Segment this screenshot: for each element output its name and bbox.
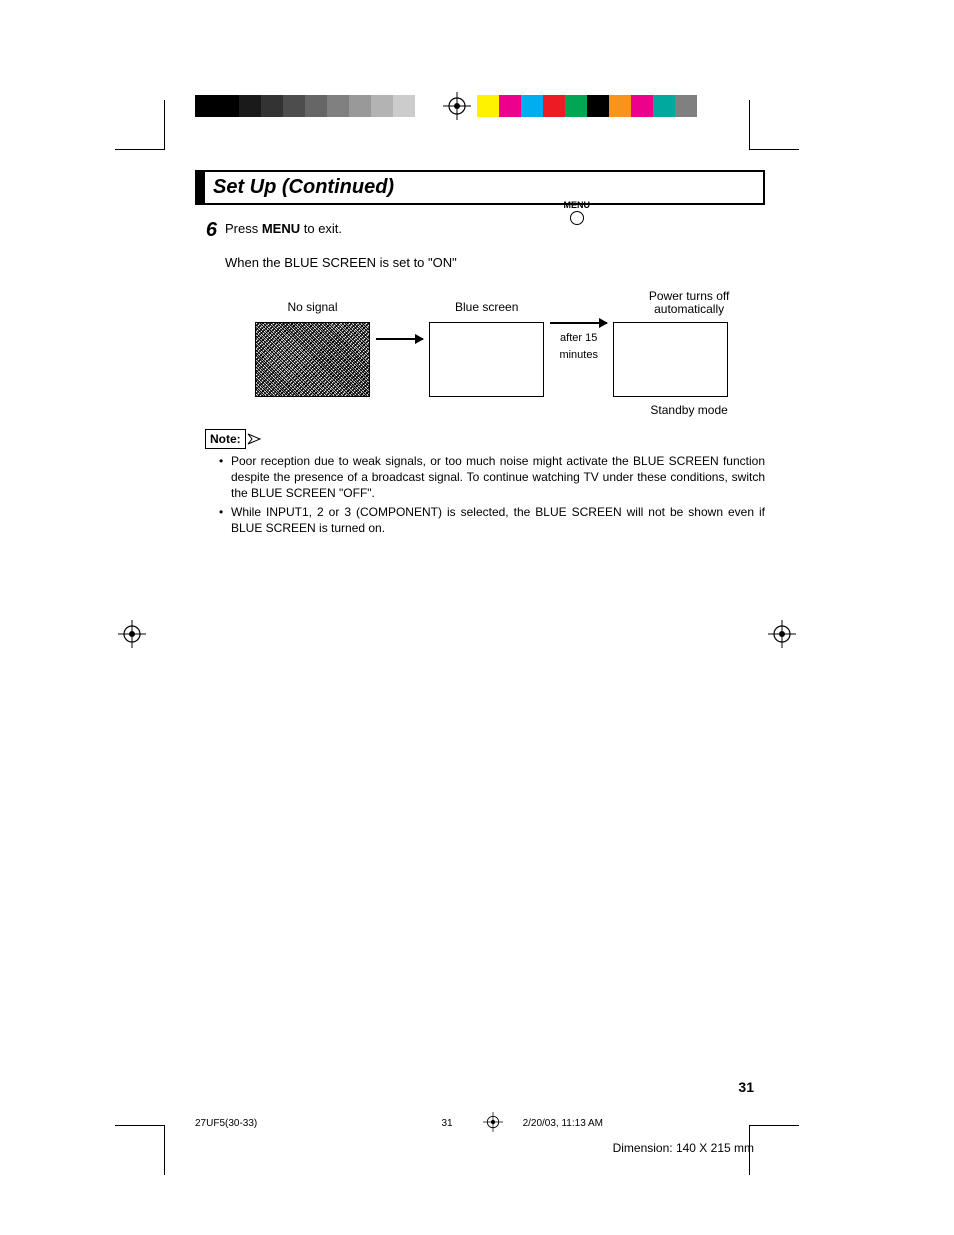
registration-mark-icon (118, 620, 146, 653)
standby-label: Standby mode (613, 401, 765, 419)
gray-swatch (393, 95, 415, 117)
gray-swatch (261, 95, 283, 117)
note-item: While INPUT1, 2 or 3 (COMPONENT) is sele… (219, 504, 765, 536)
notes-list: Poor reception due to weak signals, or t… (219, 453, 765, 536)
menu-button-illustration: MENU (564, 200, 591, 225)
color-swatch (565, 95, 587, 117)
step-line-2: When the BLUE SCREEN is set to "ON" (225, 253, 765, 273)
standby-screen-box (613, 322, 728, 397)
note-heading: Note: (205, 429, 765, 449)
menu-label: MENU (564, 200, 591, 210)
blue-screen-label: Blue screen (429, 288, 544, 316)
power-off-label: Power turns off automatically (613, 288, 765, 316)
gray-swatch (283, 95, 305, 117)
page-number: 31 (738, 1079, 754, 1095)
note-arrow-icon (246, 432, 262, 446)
gray-swatch (415, 95, 437, 117)
text: Press (225, 221, 262, 236)
arrow-2: after 15 minutes (544, 288, 613, 363)
color-swatch (609, 95, 631, 117)
registration-mark-icon (768, 620, 796, 653)
footer-timestamp: 2/20/03, 11:13 AM (523, 1118, 759, 1129)
print-color-bars (195, 95, 759, 117)
color-swatch (653, 95, 675, 117)
button-circle-icon (570, 211, 584, 225)
gray-swatch (217, 95, 239, 117)
step-line-1: Press MENU to exit. (225, 219, 765, 239)
blue-screen-box (429, 322, 544, 397)
color-swatch (477, 95, 499, 117)
after-15-label: after 15 minutes (544, 330, 613, 363)
color-swatch (521, 95, 543, 117)
page-content: Set Up (Continued) MENU 6 Press MENU to … (195, 170, 765, 538)
print-footer: 27UF5(30-33) 31 2/20/03, 11:13 AM (195, 1112, 759, 1135)
color-swatch (587, 95, 609, 117)
gray-swatch (239, 95, 261, 117)
crop-mark-bottom-left (115, 1125, 165, 1175)
gray-swatch (349, 95, 371, 117)
registration-mark-icon (483, 1112, 503, 1135)
crop-mark-top-left (115, 100, 165, 150)
text: to exit. (300, 221, 342, 236)
note-item: Poor reception due to weak signals, or t… (219, 453, 765, 502)
color-swatch (543, 95, 565, 117)
power-off-column: Power turns off automatically Standby mo… (613, 288, 765, 419)
step-body: Press MENU to exit. When the BLUE SCREEN… (225, 219, 765, 538)
menu-keyword: MENU (262, 221, 300, 236)
color-swatch (499, 95, 521, 117)
no-signal-column: No signal (255, 288, 370, 397)
note-label: Note: (205, 429, 246, 449)
color-swatch (631, 95, 653, 117)
step-6: 6 Press MENU to exit. When the BLUE SCRE… (195, 219, 765, 538)
section-title: Set Up (Continued) (195, 170, 765, 205)
dimension-note: Dimension: 140 X 215 mm (613, 1141, 754, 1155)
footer-page: 31 (441, 1118, 452, 1129)
static-noise-screen (255, 322, 370, 397)
gray-swatch (305, 95, 327, 117)
color-swatch (675, 95, 697, 117)
blue-screen-column: Blue screen (429, 288, 544, 397)
gray-swatch (195, 95, 217, 117)
gray-swatch (327, 95, 349, 117)
blue-screen-diagram: No signal Blue screen after 15 minutes P… (255, 288, 765, 419)
no-signal-label: No signal (255, 288, 370, 316)
footer-doc: 27UF5(30-33) (195, 1118, 431, 1129)
gray-swatch (371, 95, 393, 117)
arrow-1 (370, 288, 429, 340)
registration-mark-icon (443, 92, 471, 120)
